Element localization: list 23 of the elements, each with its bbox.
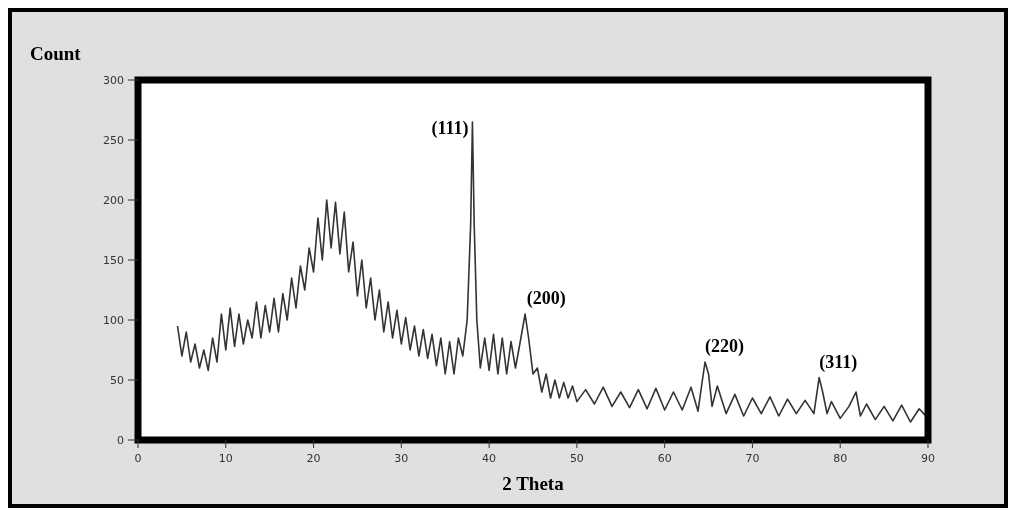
x-tick-label: 60 [657, 452, 672, 465]
x-tick-label: 40 [482, 452, 497, 465]
y-tick-label: 200 [103, 193, 124, 207]
y-tick-label: 300 [103, 73, 124, 87]
x-tick-label: 20 [306, 452, 321, 465]
x-tick-label: 70 [745, 452, 760, 465]
y-tick-label: 250 [103, 133, 124, 147]
annotation: (311) [819, 351, 858, 373]
y-tick-label: 50 [110, 373, 124, 387]
x-tick-label: 30 [394, 452, 409, 465]
x-tick-label: 10 [218, 452, 233, 465]
annotation: (111) [431, 118, 469, 139]
annotation: (200) [526, 288, 566, 309]
x-tick-label: 90 [921, 452, 935, 465]
y-tick-label: 100 [103, 313, 124, 327]
x-tick-label: 80 [833, 452, 848, 465]
y-axis-title: Count [30, 43, 82, 64]
y-tick-label: 150 [103, 253, 124, 267]
x-tick-label: 50 [569, 452, 584, 465]
y-tick-label: 0 [117, 433, 124, 447]
annotation: (220) [705, 336, 745, 357]
x-tick-label: 0 [134, 452, 142, 465]
x-axis-title: 2 Theta [502, 473, 565, 494]
